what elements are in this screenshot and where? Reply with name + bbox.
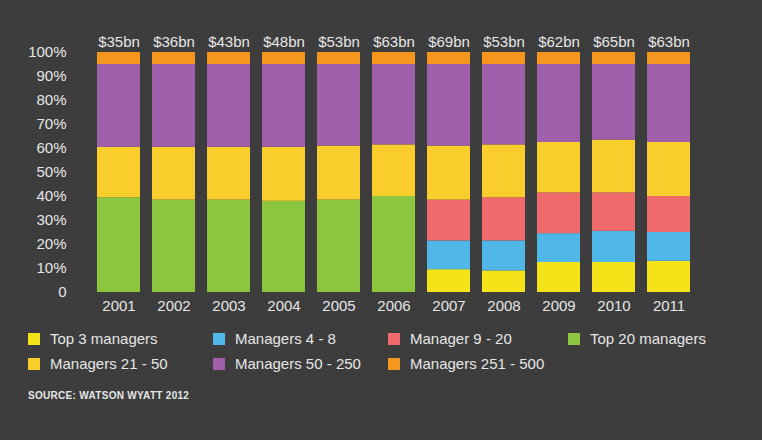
html-text:Top 20 managers: Top 20 managers <box>590 330 706 347</box>
svg-text:$43bn: $43bn <box>208 33 250 50</box>
html-text:Top 3 managers: Top 3 managers <box>50 330 158 347</box>
html-text:Managers 21 - 50: Managers 21 - 50 <box>50 355 168 372</box>
svg-text:$36bn: $36bn <box>153 33 195 50</box>
svg-text:$53bn: $53bn <box>318 33 360 50</box>
svg-text:2004: 2004 <box>267 297 300 314</box>
html-text:Managers 251 - 500: Managers 251 - 500 <box>410 355 545 372</box>
svg-text:10%: 10% <box>36 259 66 276</box>
svg-text:90%: 90% <box>36 67 66 84</box>
svg-text:$53bn: $53bn <box>483 33 525 50</box>
svg-text:$35bn: $35bn <box>98 33 140 50</box>
svg-text:2011: 2011 <box>653 297 685 314</box>
svg-text:100%: 100% <box>28 43 66 60</box>
svg-text:2009: 2009 <box>542 297 575 314</box>
svg-text:2010: 2010 <box>597 297 630 314</box>
svg-text:2001: 2001 <box>102 297 135 314</box>
svg-text:$69bn: $69bn <box>428 33 470 50</box>
svg-text:$63bn: $63bn <box>373 33 415 50</box>
svg-text:2003: 2003 <box>212 297 245 314</box>
svg-text:60%: 60% <box>36 139 66 156</box>
html-text:SOURCE: WATSON WYATT 2012: SOURCE: WATSON WYATT 2012 <box>28 390 190 401</box>
svg-text:0: 0 <box>58 283 66 300</box>
svg-text:40%: 40% <box>36 187 66 204</box>
svg-text:$48bn: $48bn <box>263 33 305 50</box>
svg-text:20%: 20% <box>36 235 66 252</box>
svg-text:2007: 2007 <box>432 297 465 314</box>
svg-text:$65bn: $65bn <box>593 33 635 50</box>
svg-text:2002: 2002 <box>157 297 190 314</box>
svg-text:2005: 2005 <box>322 297 355 314</box>
svg-text:$63bn: $63bn <box>648 33 690 50</box>
html-text:Managers 50 - 250: Managers 50 - 250 <box>235 355 361 372</box>
html-text:Managers 4 - 8: Managers 4 - 8 <box>235 330 336 347</box>
svg-text:50%: 50% <box>36 163 66 180</box>
html-text:Manager 9 - 20: Manager 9 - 20 <box>410 330 512 347</box>
svg-text:80%: 80% <box>36 91 66 108</box>
svg-text:30%: 30% <box>36 211 66 228</box>
svg-text:$62bn: $62bn <box>538 33 580 50</box>
svg-text:70%: 70% <box>36 115 66 132</box>
svg-text:2006: 2006 <box>377 297 410 314</box>
svg-text:2008: 2008 <box>487 297 520 314</box>
